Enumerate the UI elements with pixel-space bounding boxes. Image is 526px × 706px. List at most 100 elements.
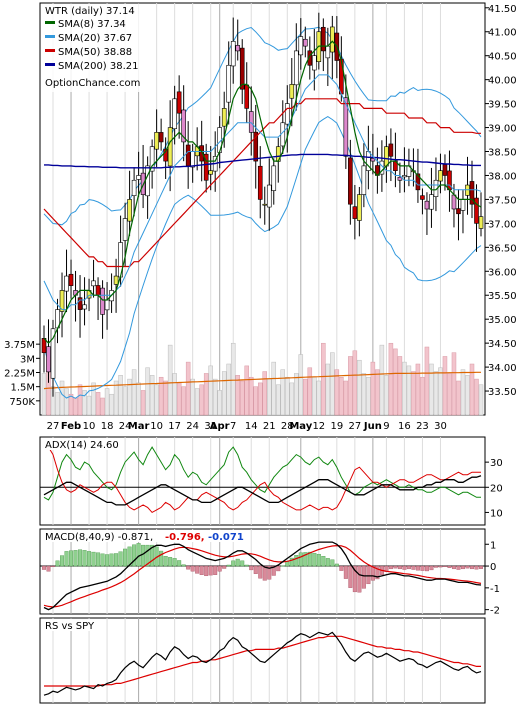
- x-tick-label: 14: [245, 421, 258, 432]
- volume-bar: [239, 380, 245, 416]
- rs-layer: [43, 631, 482, 696]
- macd-histogram-bar: [91, 551, 96, 567]
- macd-histogram-bar: [451, 565, 456, 570]
- candle-body: [348, 157, 353, 205]
- volume-bar: [82, 390, 87, 416]
- volume-bar: [465, 375, 470, 416]
- macd-histogram-bar: [186, 565, 191, 570]
- x-tick-label: 10: [83, 421, 96, 432]
- volume-bar: [64, 388, 69, 416]
- candle-body: [456, 208, 461, 215]
- adx-y-tick-label: 20: [490, 483, 503, 494]
- adx-panel-frame: [39, 436, 486, 526]
- price-y-tick-label: 34.50: [488, 339, 517, 350]
- volume-bar: [429, 363, 434, 416]
- macd-histogram-bar: [64, 551, 69, 567]
- x-tick-label: 16: [398, 421, 411, 432]
- macd-signal-value: -0.796,: [165, 532, 205, 543]
- volume-bar: [411, 371, 416, 416]
- volume-bar: [86, 395, 92, 416]
- candle-body: [235, 45, 241, 52]
- volume-bar: [244, 365, 249, 416]
- candle-body: [325, 45, 331, 59]
- candle-body: [474, 197, 479, 224]
- volume-bar: [456, 380, 461, 416]
- macd-histogram-bar: [168, 557, 173, 567]
- macd-histogram-bar: [249, 565, 254, 571]
- x-tick-label: 24: [119, 421, 132, 432]
- candle-body: [460, 199, 466, 211]
- candle-body: [361, 165, 367, 195]
- volume-bar: [235, 375, 240, 416]
- volume-bar: [451, 352, 457, 416]
- macd-histogram-bar: [150, 544, 155, 567]
- macd-y-tick-label: 1: [490, 540, 496, 551]
- candle-body: [339, 58, 344, 95]
- candle-body: [266, 184, 272, 208]
- volume-bar: [55, 392, 60, 416]
- candle-body: [230, 41, 236, 67]
- macd-histogram-bar: [271, 565, 276, 576]
- macd-histogram-bar: [456, 565, 461, 570]
- candle-body: [64, 275, 69, 292]
- volume-bar: [104, 388, 110, 416]
- macd-histogram-bar: [348, 565, 353, 588]
- macd-histogram-bar: [73, 550, 78, 567]
- x-tick-label: 23: [416, 421, 429, 432]
- price-y-tick-label: 35.50: [488, 291, 517, 302]
- x-tick-label: 24: [186, 421, 199, 432]
- candle-body: [429, 194, 434, 210]
- volume-bar: [438, 367, 443, 416]
- price-y-tick-label: 36.50: [488, 243, 517, 254]
- macd-histogram-bar: [118, 551, 123, 567]
- volume-bar: [181, 386, 186, 416]
- candle-body: [469, 181, 475, 205]
- price-y-tick-label: 37.00: [488, 219, 517, 230]
- x-tick-label: 10: [150, 421, 163, 432]
- macd-histogram-bar: [181, 564, 186, 567]
- rs-title-bg: [41, 619, 103, 631]
- macd-histogram-bar: [361, 565, 366, 589]
- candle-body: [167, 127, 173, 167]
- macd-histogram-bar: [258, 565, 263, 579]
- macd-histogram-bar: [415, 565, 420, 571]
- volume-bar: [199, 384, 204, 416]
- candle-body: [82, 304, 87, 310]
- volume-bar: [420, 376, 425, 416]
- macd-histogram-bar: [420, 565, 425, 571]
- volume-bar: [271, 361, 277, 416]
- x-tick-label: 9: [383, 421, 389, 432]
- macd-histogram-bar: [393, 565, 398, 569]
- candle-body: [68, 273, 74, 286]
- macd-histogram-bar: [195, 565, 200, 574]
- volume-bar: [262, 371, 268, 416]
- macd-histogram-bar: [429, 565, 434, 571]
- macd-histogram-bar: [316, 553, 321, 567]
- price-y-tick-label: 38.00: [488, 171, 517, 182]
- macd-histogram-bar: [132, 544, 137, 567]
- candle-body: [244, 84, 250, 109]
- volume-bar: [68, 393, 74, 416]
- macd-histogram-bar: [442, 565, 447, 567]
- price-title: WTR (daily) 37.14: [45, 6, 135, 17]
- macd-histogram-bar: [217, 565, 222, 572]
- x-tick-label: 12: [312, 421, 325, 432]
- macd-histogram-bar: [253, 565, 258, 574]
- macd-histogram-bar: [114, 553, 119, 567]
- volume-y-tick-label: 2.25M: [4, 369, 35, 380]
- axes-layer: 41.50 41.00 40.50 40.00 39.50 39.00 38.50 38.00…: [4, 4, 517, 617]
- volume-bar: [447, 373, 452, 416]
- candle-body: [131, 179, 137, 196]
- candle-body: [226, 64, 232, 103]
- x-tick-label: Mar: [128, 421, 150, 432]
- volume-bar: [280, 369, 286, 416]
- volume-bar: [384, 375, 389, 416]
- macd-hist-value: -0.071: [208, 532, 244, 543]
- volume-bar: [348, 356, 353, 416]
- macd-histogram-bar: [366, 565, 371, 585]
- price-y-tick-label: 41.50: [488, 4, 517, 15]
- watermark: OptionChance.com: [45, 78, 140, 89]
- macd-histogram-bar: [55, 560, 60, 567]
- volume-bar: [136, 382, 141, 416]
